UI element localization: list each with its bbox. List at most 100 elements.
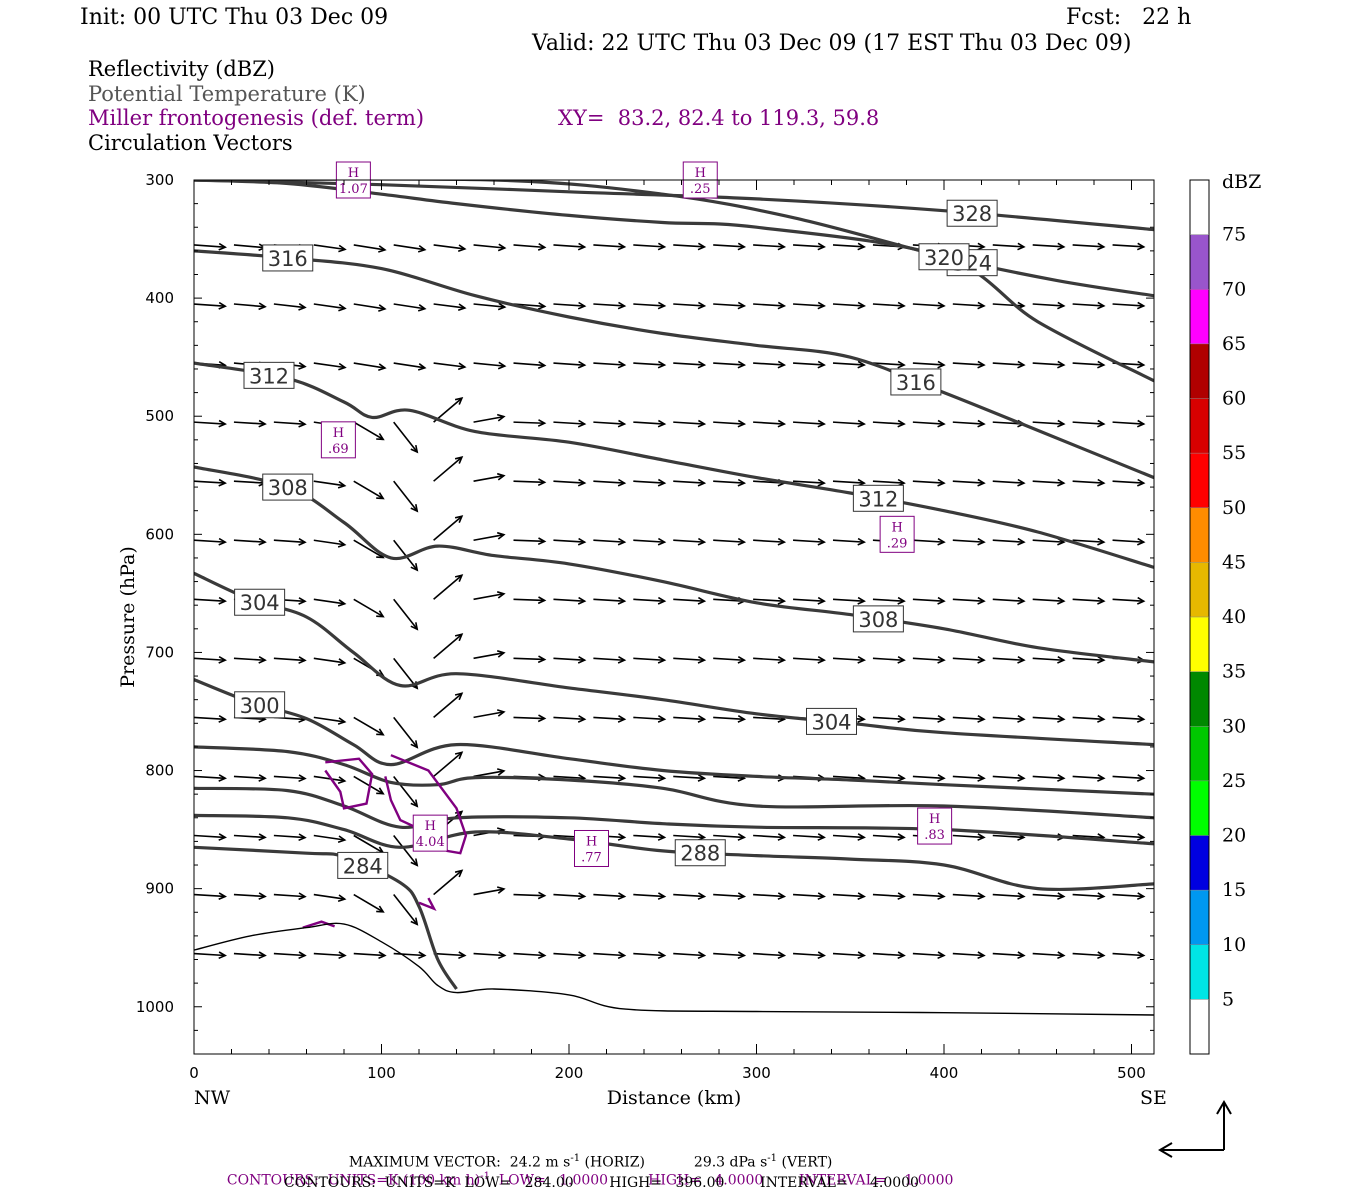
y-tick-label: 1000: [136, 998, 174, 1016]
circulation-vector: [1112, 596, 1146, 605]
circulation-vector: [912, 656, 946, 664]
colorbar-swatch: [1190, 780, 1209, 836]
x-tick-label: 500: [1117, 1064, 1146, 1082]
circulation-vector: [1072, 478, 1106, 487]
circulation-vector: [793, 419, 826, 428]
circulation-vector: [1072, 656, 1106, 664]
circulation-vector: [713, 715, 747, 723]
circulation-vector: [633, 242, 667, 251]
footer-fronto-contours: CONTOURS: UNITS=K (100 km h)-1 LOW= 1.00…: [226, 1171, 954, 1189]
circulation-vector: [992, 537, 1026, 546]
circulation-vector: [593, 715, 627, 723]
fronto-extremum-type: H: [425, 819, 436, 834]
circulation-vector: [1112, 951, 1146, 960]
circulation-vector: [593, 656, 627, 664]
circulation-vector: [194, 478, 227, 487]
circulation-vector: [912, 419, 946, 428]
circulation-vector: [433, 692, 464, 719]
circulation-vector: [393, 894, 419, 926]
circulation-vector: [912, 892, 946, 900]
circulation-vector: [593, 419, 627, 428]
fronto-extremum-type: H: [695, 166, 706, 181]
circulation-vector: [553, 715, 587, 723]
fronto-extremum-value: .25: [690, 182, 711, 197]
x-endpoint-right: SE: [1140, 1087, 1167, 1109]
circulation-vector: [832, 892, 866, 900]
x-tick-label: 200: [555, 1064, 584, 1082]
circulation-vector: [952, 596, 986, 605]
circulation-vector: [753, 892, 787, 900]
circulation-vector: [273, 419, 307, 428]
svg-text:308: 308: [858, 608, 898, 632]
circulation-vector: [1112, 242, 1146, 251]
circulation-vector: [673, 892, 707, 900]
circulation-vector: [952, 833, 986, 841]
circulation-vector: [513, 478, 547, 487]
footer-max-vector: MAXIMUM VECTOR: 24.2 m s-1 (HORIZ) 29.3 …: [348, 1153, 833, 1171]
theta-label-316: 316: [890, 368, 942, 396]
circulation-vector: [1112, 419, 1146, 428]
circulation-vector: [513, 655, 547, 664]
circulation-vector: [194, 656, 227, 664]
colorbar-swatch: [1190, 617, 1209, 672]
colorbar-swatch: [1190, 453, 1209, 508]
fronto-contour-3: [302, 920, 336, 929]
circulation-vector: [194, 419, 227, 428]
circulation-vector: [513, 537, 547, 546]
circulation-vector: [992, 242, 1026, 251]
circulation-vector: [194, 715, 227, 723]
theta-contour-labels: 3283243203163163123123083083043043002882…: [234, 199, 998, 879]
circulation-vector: [673, 360, 707, 369]
circulation-vector: [832, 951, 866, 960]
circulation-vector: [753, 360, 787, 369]
fronto-extremum-value: .83: [924, 828, 945, 843]
field-vectors: Circulation Vectors: [88, 131, 293, 155]
circulation-vector: [633, 478, 667, 487]
circulation-vector: [872, 360, 906, 369]
circulation-vector: [753, 951, 787, 960]
svg-text:288: 288: [680, 842, 720, 866]
circulation-vector: [872, 656, 906, 664]
circulation-vector: [832, 656, 866, 664]
colorbar-label: 50: [1222, 497, 1246, 519]
circulation-vector: [473, 650, 506, 660]
dbz-colorbar: 5 10 15 20 25 30 35 40 45 50 55 60 65 70 75: [1189, 179, 1246, 1055]
colorbar-swatch: [1190, 562, 1209, 617]
circulation-vector: [753, 596, 787, 605]
circulation-vector: [1032, 301, 1066, 310]
colorbar-swatch: [1190, 890, 1209, 945]
circulation-vector: [952, 715, 986, 723]
circulation-vector: [952, 537, 986, 546]
circulation-vector: [233, 302, 267, 311]
fronto-extremum-type: H: [929, 812, 940, 827]
circulation-vector: [433, 574, 464, 600]
circulation-vector: [992, 360, 1026, 369]
circulation-vector: [673, 656, 707, 664]
svg-text:304: 304: [811, 710, 851, 734]
svg-text:284: 284: [343, 854, 383, 878]
circulation-vector: [473, 591, 506, 601]
circulation-vector: [912, 715, 946, 723]
circulation-vector: [513, 302, 547, 310]
circulation-vector: [233, 537, 267, 546]
colorbar-swatch: [1190, 398, 1209, 454]
circulation-vector: [194, 596, 227, 605]
circulation-vector: [553, 242, 587, 251]
circulation-vector: [832, 596, 866, 605]
fronto-extremum-3: H.29: [879, 515, 915, 553]
circulation-vector: [1072, 242, 1106, 251]
cross-section-xy: XY= 83.2, 82.4 to 119.3, 59.8: [558, 106, 880, 130]
circulation-vector: [273, 951, 307, 960]
circulation-vector: [832, 301, 866, 310]
circulation-vector: [1112, 715, 1146, 723]
colorbar-label: 15: [1222, 879, 1246, 901]
fronto-contour-2: [418, 897, 437, 912]
y-tick-label: 600: [145, 525, 174, 543]
circulation-vector: [832, 242, 866, 251]
circulation-vector: [1072, 892, 1106, 900]
colorbar-swatch: [1190, 507, 1209, 563]
colorbar-label: 60: [1222, 388, 1246, 410]
circulation-vector: [753, 301, 787, 310]
circulation-vector: [673, 242, 707, 251]
circulation-vector: [673, 715, 707, 723]
